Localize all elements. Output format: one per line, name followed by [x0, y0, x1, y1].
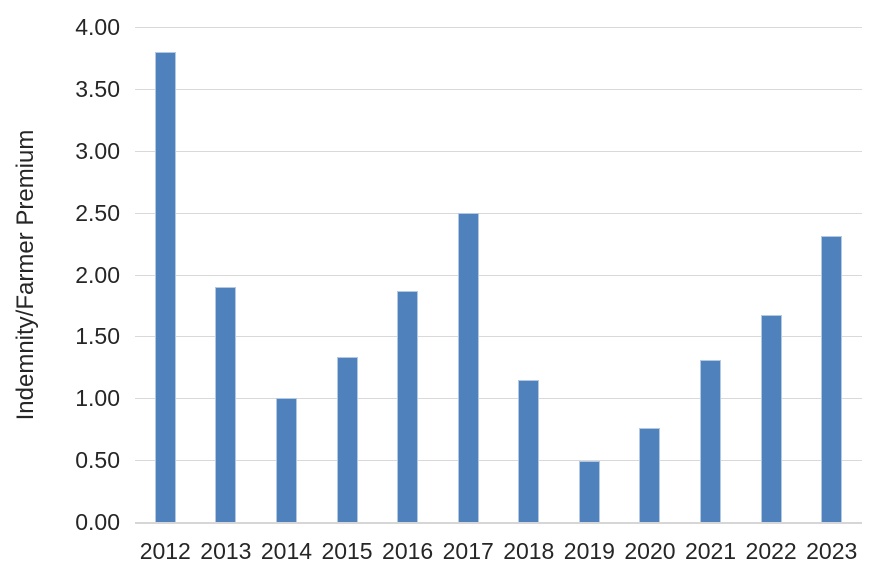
- gridline-3.50: [135, 88, 862, 90]
- gridline-0.50: [135, 460, 862, 462]
- x-tick-label-2017: 2017: [442, 538, 494, 564]
- bar-2020: [639, 427, 661, 522]
- bar-2017: [457, 212, 479, 522]
- x-tick-label-2018: 2018: [503, 538, 555, 564]
- x-tick-label-2014: 2014: [260, 538, 313, 564]
- gridline-4.00: [135, 27, 862, 28]
- bar-2018: [518, 379, 540, 522]
- bar-2022: [760, 315, 782, 522]
- plot-area: [135, 27, 862, 524]
- bar-2021: [700, 359, 722, 522]
- x-tick-label-2020: 2020: [624, 538, 676, 564]
- gridline-2.50: [135, 212, 862, 214]
- x-tick-label-2015: 2015: [321, 538, 373, 564]
- gridline-3.00: [135, 150, 862, 152]
- x-tick-label-2016: 2016: [382, 538, 434, 564]
- y-tick-label-2.50: 2.50: [75, 199, 120, 226]
- bar-2013: [215, 286, 237, 522]
- x-tick-label-2012: 2012: [139, 538, 191, 564]
- gridline-2.00: [135, 274, 862, 276]
- y-tick-label-1.50: 1.50: [75, 323, 120, 350]
- x-tick-label-2013: 2013: [200, 538, 252, 564]
- x-tick-label-2023: 2023: [806, 538, 858, 564]
- x-tick-label-2021: 2021: [684, 538, 737, 564]
- y-tick-label-2.00: 2.00: [75, 261, 120, 288]
- y-tick-label-0.50: 0.50: [75, 447, 120, 474]
- bar-2012: [154, 51, 176, 522]
- bar-2016: [397, 290, 419, 522]
- bar-2014: [275, 398, 297, 522]
- gridline-1.00: [135, 398, 862, 400]
- y-tick-label-1.00: 1.00: [75, 385, 120, 412]
- y-tick-label-0.00: 0.00: [75, 509, 120, 535]
- bar-2015: [336, 357, 358, 522]
- y-tick-label-4.00: 4.00: [75, 14, 120, 40]
- x-tick-label-2022: 2022: [745, 538, 797, 564]
- bar-2019: [578, 461, 600, 522]
- x-tick-label-2019: 2019: [563, 538, 615, 564]
- gridline-1.50: [135, 336, 862, 338]
- y-tick-label-3.00: 3.00: [75, 137, 120, 164]
- bar-2023: [821, 236, 843, 522]
- y-tick-label-3.50: 3.50: [75, 75, 120, 102]
